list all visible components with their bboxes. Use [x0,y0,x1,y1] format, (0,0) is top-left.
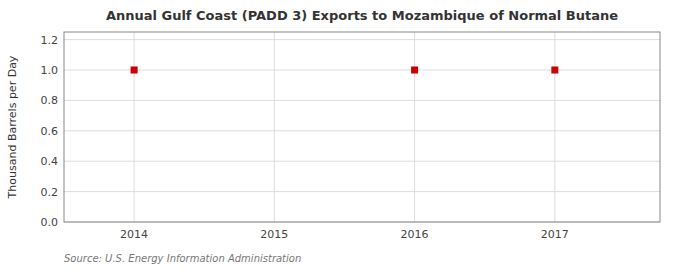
point [131,67,138,74]
point [551,67,558,74]
x-tick-label: 2015 [260,228,288,241]
y-tick-label: 0.6 [41,125,59,138]
x-grid-line [554,32,555,222]
y-tick-label: 0.0 [41,216,59,229]
y-tick-label: 0.8 [41,94,59,107]
grid [64,32,660,222]
plot-frame [64,32,660,222]
x-grid-line [414,32,415,222]
y-axis-label: Thousand Barrels per Day [6,55,19,199]
y-tick-label: 0.4 [41,155,59,168]
y-tick-label: 1.2 [41,34,59,47]
y-grid-line [64,100,660,101]
x-tick-label: 2014 [120,228,148,241]
y-grid-line [64,70,660,71]
chart-container: 0.0 0.2 0.4 0.6 0.8 1.0 1.2 2014 2015 2016 2017 Ann… [0,0,675,275]
x-grid-line [134,32,135,222]
y-tick-label: 0.2 [41,186,59,199]
y-grid-line [64,39,660,40]
chart: 0.0 0.2 0.4 0.6 0.8 1.0 1.2 2014 2015 2016 2017 Ann… [0,0,675,275]
y-grid-line [64,161,660,162]
points [131,67,559,74]
y-tick-label: 1.0 [41,64,59,77]
annotation: Source: U.S. Energy Information Administ… [64,253,301,264]
y-grid-line [64,191,660,192]
point [411,67,418,74]
x-tick-label: 2017 [541,228,569,241]
title: Annual Gulf Coast (PADD 3) Exports to Mo… [106,8,618,23]
y-grid-line [64,130,660,131]
x-tick-label: 2016 [401,228,429,241]
x-grid-line [274,32,275,222]
